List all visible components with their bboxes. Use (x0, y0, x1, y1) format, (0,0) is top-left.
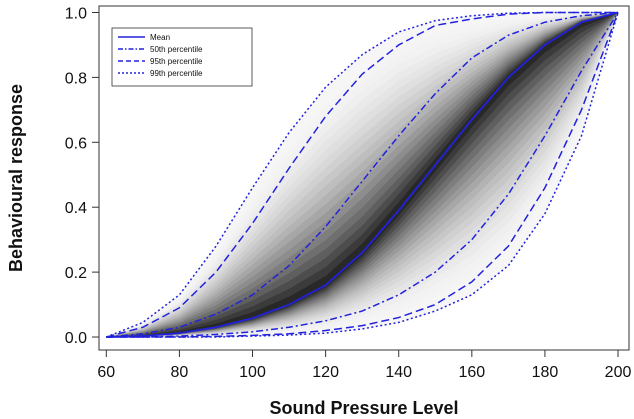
series-layer (106, 11, 619, 338)
y-tick-label: 0.6 (65, 135, 87, 152)
x-tick-label: 80 (171, 364, 189, 381)
density-band (106, 12, 619, 338)
series-line-50th-percentile (106, 11, 619, 338)
y-tick-label: 0.0 (65, 330, 87, 347)
legend-label: Mean (150, 33, 170, 42)
x-tick-label: 200 (605, 364, 632, 381)
y-tick-label: 0.8 (65, 70, 87, 87)
series-line-95th-percentile (106, 12, 619, 338)
y-axis-title: Behavioural response (6, 84, 26, 272)
legend: Mean 50th percentile 95th percentile 99th p… (111, 27, 253, 87)
legend-label: 99th percentile (150, 69, 203, 78)
y-tick-label: 0.4 (65, 200, 87, 217)
series-line-95th-percentile (106, 11, 619, 338)
series-line-99th-percentile (106, 12, 619, 338)
x-axis-title: Sound Pressure Level (269, 398, 458, 418)
series-line-mean (106, 11, 619, 338)
series-line-50th-percentile (106, 12, 619, 338)
x-tick-label: 180 (532, 364, 559, 381)
x-tick-label: 100 (239, 364, 266, 381)
series-line-99th-percentile (106, 11, 619, 338)
x-tick-label: 140 (385, 364, 412, 381)
plot-frame (98, 5, 630, 351)
x-tick-label: 160 (458, 364, 485, 381)
legend-label: 50th percentile (150, 45, 203, 54)
y-tick-label: 1.0 (65, 5, 87, 22)
x-tick-label: 120 (312, 364, 339, 381)
legend-label: 95th percentile (150, 57, 203, 66)
axes: 60 80 100 120 140 160 180 200 0.0 0.2 0.4 0.6 0.8 1.0 (65, 5, 632, 381)
density-shading (106, 12, 619, 338)
x-tick-label: 60 (97, 364, 115, 381)
y-tick-label: 0.2 (65, 265, 87, 282)
